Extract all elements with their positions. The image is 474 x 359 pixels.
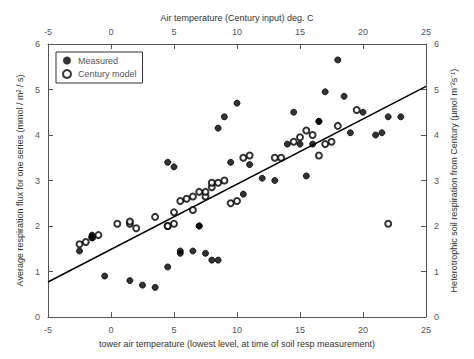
svg-text:10: 10 <box>232 325 242 335</box>
svg-text:25: 25 <box>421 27 431 37</box>
svg-text:25: 25 <box>421 325 431 335</box>
svg-text:0: 0 <box>108 325 113 335</box>
svg-text:5: 5 <box>171 27 176 37</box>
svg-text:Measured: Measured <box>78 56 118 66</box>
svg-text:3: 3 <box>35 176 40 186</box>
svg-text:Average respiration flux for o: Average respiration flux for one series … <box>15 75 25 287</box>
svg-text:3: 3 <box>434 176 439 186</box>
svg-text:20: 20 <box>358 27 368 37</box>
svg-text:Heterotrophic soil respiration: Heterotrophic soil respiration from Cent… <box>449 69 459 293</box>
svg-text:10: 10 <box>232 27 242 37</box>
svg-text:20: 20 <box>358 325 368 335</box>
svg-text:tower air temperature (lowest: tower air temperature (lowest level, at … <box>99 339 375 349</box>
svg-text:2: 2 <box>434 221 439 231</box>
svg-text:Century model: Century model <box>78 69 137 79</box>
svg-text:0: 0 <box>434 312 439 322</box>
svg-text:Air temperature (Century input: Air temperature (Century input) deg. C <box>160 13 314 23</box>
svg-text:-5: -5 <box>44 27 52 37</box>
svg-text:0: 0 <box>108 27 113 37</box>
svg-text:6: 6 <box>35 39 40 49</box>
svg-text:2: 2 <box>35 221 40 231</box>
svg-text:1: 1 <box>434 267 439 277</box>
svg-text:0: 0 <box>35 312 40 322</box>
svg-text:5: 5 <box>35 85 40 95</box>
svg-text:15: 15 <box>295 27 305 37</box>
svg-text:4: 4 <box>35 130 40 140</box>
svg-text:1: 1 <box>35 267 40 277</box>
svg-text:-5: -5 <box>44 325 52 335</box>
svg-text:5: 5 <box>171 325 176 335</box>
svg-text:4: 4 <box>434 130 439 140</box>
svg-text:5: 5 <box>434 85 439 95</box>
svg-text:6: 6 <box>434 39 439 49</box>
svg-text:15: 15 <box>295 325 305 335</box>
